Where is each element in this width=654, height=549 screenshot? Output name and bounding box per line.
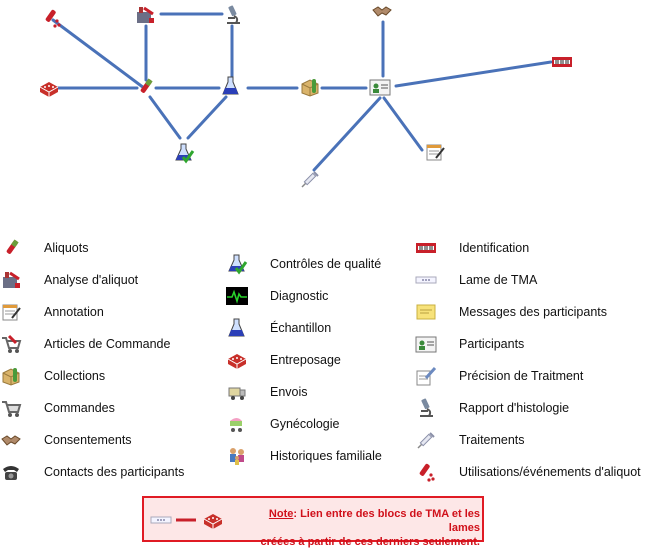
legend-item: Annotation: [0, 301, 104, 323]
legend-label: Consentements: [44, 433, 132, 447]
connector: [51, 18, 146, 90]
syringe-icon: [415, 429, 437, 451]
legend-label: Traitements: [459, 433, 525, 447]
shipment-truck-icon: [226, 381, 248, 403]
legend-label: Collections: [44, 369, 106, 383]
legend-label: Participants: [459, 337, 525, 351]
annotation-notepad-icon: [0, 301, 22, 323]
handshake-icon: [371, 0, 393, 22]
legend-label: Échantillon: [270, 321, 332, 335]
connector: [186, 95, 228, 140]
aliquot-analysis-icon: [0, 269, 22, 291]
legend-item: Consentements: [0, 429, 132, 451]
annotation-notepad-icon: [424, 141, 446, 163]
aliquot-tube-icon: [134, 76, 156, 98]
legend-item: Messages des participants: [415, 301, 607, 323]
storage-box-icon: [38, 77, 60, 99]
legend-item: Articles de Commande: [0, 333, 170, 355]
legend-label: Lame de TMA: [459, 273, 538, 287]
legend-item: Analyse d'aliquot: [0, 269, 138, 291]
relationship-diagram: [51, 12, 553, 172]
tma-slide-icon: [150, 509, 172, 531]
treatment-detail-icon: [415, 365, 437, 387]
note-text: Note: Lien entre des blocs de TMA et les…: [240, 507, 480, 549]
legend-label: Analyse d'aliquot: [44, 273, 139, 287]
aliquot-analysis-icon: [134, 4, 156, 26]
legend-label: Contacts des participants: [44, 465, 185, 479]
legend-label: Annotation: [44, 305, 104, 319]
legend-item: Envois: [226, 381, 308, 403]
legend-label: Identification: [459, 241, 530, 255]
aliquot-tube-icon: [0, 237, 22, 259]
collection-box-icon: [299, 76, 321, 98]
identification-badge-icon: [551, 51, 573, 73]
legend-item: Commandes: [0, 397, 115, 419]
connector: [312, 96, 382, 172]
message-note-icon: [415, 301, 437, 323]
legend-item: Contacts des participants: [0, 461, 184, 483]
legend-item: Contrôles de qualité: [226, 253, 381, 275]
connector: [148, 95, 182, 140]
legend-item: Utilisations/événements d'aliquot: [415, 461, 641, 483]
legend-label: Entreposage: [270, 353, 341, 367]
legend-item: Rapport d'histologie: [415, 397, 569, 419]
shopping-cart-icon: [0, 397, 22, 419]
legend-item: Historiques familiale: [226, 445, 382, 467]
quality-control-flask-icon: [226, 253, 248, 275]
legend-item: Collections: [0, 365, 105, 387]
microscope-icon: [222, 4, 244, 26]
storage-box-icon: [202, 509, 224, 531]
note-box: [142, 496, 484, 542]
sample-flask-icon: [220, 75, 242, 97]
aliquot-use-icon: [41, 7, 63, 29]
note-prefix: Note: [268, 508, 294, 520]
identification-badge-icon: [415, 237, 437, 259]
legend-label: Envois: [270, 385, 308, 399]
legend-item: Lame de TMA: [415, 269, 537, 291]
connector: [382, 96, 424, 152]
syringe-icon: [299, 168, 321, 190]
tma-slide-icon: [415, 269, 437, 291]
legend-label: Historiques familiale: [270, 449, 382, 463]
participant-card-icon: [415, 333, 437, 355]
legend-item: Entreposage: [226, 349, 341, 371]
order-item-cart-icon: [0, 333, 22, 355]
note-line-1-text: : Lien entre des blocs de TMA et les lam…: [293, 508, 480, 534]
legend-item: Participants: [415, 333, 524, 355]
legend-item: Identification: [415, 237, 529, 259]
legend-item: Précision de Traitment: [415, 365, 583, 387]
storage-box-icon: [226, 349, 248, 371]
legend-label: Gynécologie: [270, 417, 340, 431]
note-connector: [176, 518, 196, 522]
quality-control-flask-icon: [173, 142, 195, 164]
family-history-icon: [226, 445, 248, 467]
legend-item: Diagnostic: [226, 285, 328, 307]
legend-label: Précision de Traitment: [459, 369, 584, 383]
note-line-1: Note: Lien entre des blocs de TMA et les…: [240, 507, 480, 535]
note-line-2: créées à partir de ces derniers seulemen…: [260, 536, 480, 548]
legend-label: Contrôles de qualité: [270, 257, 382, 271]
collection-box-icon: [0, 365, 22, 387]
legend-item: Échantillon: [226, 317, 331, 339]
telephone-icon: [0, 461, 22, 483]
legend-label: Commandes: [44, 401, 115, 415]
legend-item: Gynécologie: [226, 413, 340, 435]
gynecology-stroller-icon: [226, 413, 248, 435]
aliquot-use-icon: [415, 461, 437, 483]
diagnostic-waveform-icon: [226, 285, 248, 307]
legend-label: Utilisations/événements d'aliquot: [459, 465, 641, 479]
microscope-icon: [415, 397, 437, 419]
legend-item: Aliquots: [0, 237, 88, 259]
handshake-icon: [0, 429, 22, 451]
connector: [394, 60, 553, 88]
legend-label: Aliquots: [44, 241, 89, 255]
legend-label: Articles de Commande: [44, 337, 171, 351]
legend-label: Rapport d'histologie: [459, 401, 570, 415]
legend-label: Diagnostic: [270, 289, 329, 303]
legend-item: Traitements: [415, 429, 525, 451]
sample-flask-icon: [226, 317, 248, 339]
participant-card-icon: [369, 76, 391, 98]
legend-label: Messages des participants: [459, 305, 607, 319]
